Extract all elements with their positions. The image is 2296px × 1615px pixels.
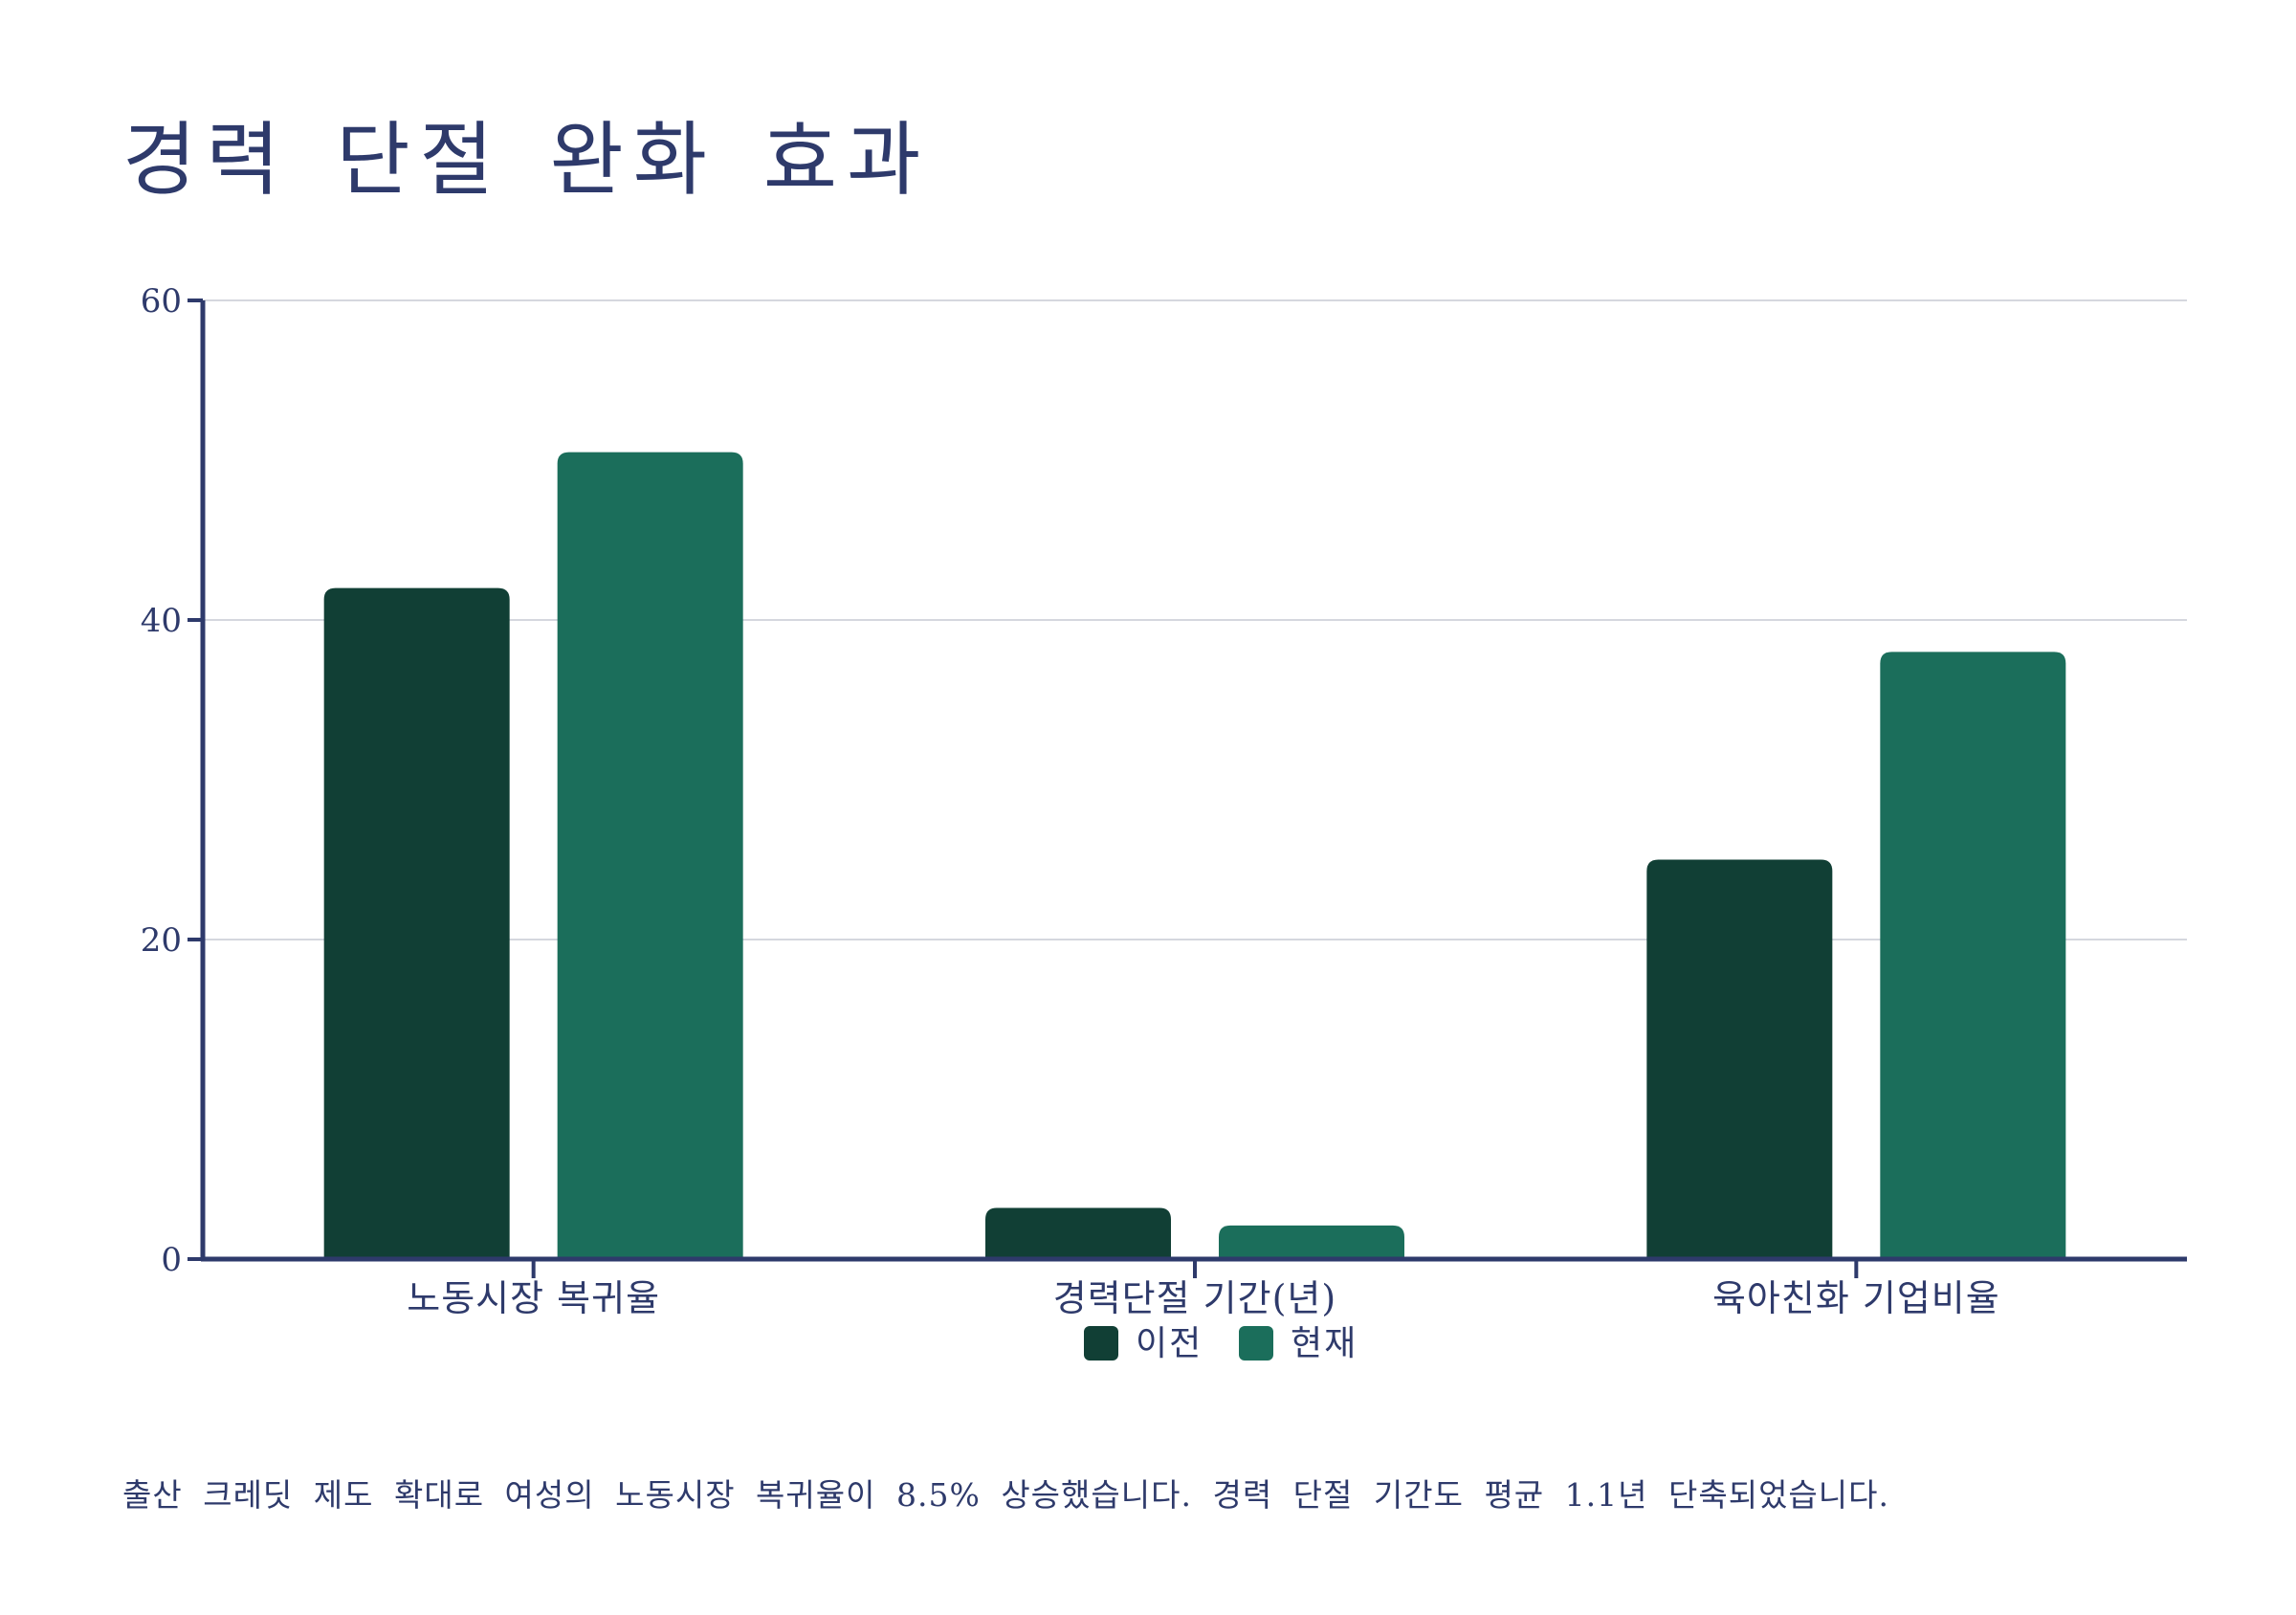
bar-after [1880,652,2066,1259]
legend-label-before: 이전 [1136,1324,1203,1363]
x-tick-label: 노동시장 복귀율 [407,1277,660,1319]
bars [323,452,2066,1259]
legend-swatch-before [1084,1326,1118,1361]
legend-swatch-after [1239,1326,1273,1361]
bar-after [557,452,743,1259]
bar-after [1219,1225,1404,1259]
y-tick-label: 40 [141,602,182,640]
gridlines [203,299,2187,940]
y-tick-label: 60 [141,282,182,321]
bar-before [1646,859,1833,1259]
y-tick-label: 0 [161,1241,182,1279]
axes [188,299,2187,1278]
legend-label-after: 현재 [1291,1324,1358,1363]
bar-before [323,587,510,1259]
footnote: 출산 크레딧 제도 확대로 여성의 노동시장 복귀율이 8.5% 상승했습니다.… [122,1476,1889,1514]
axis-labels: 0 20 40 60 노동시장 복귀율 경력단절 기간(년) 육아친화 기업비율 [141,282,2000,1319]
x-tick-label: 경력단절 기간(년) [1053,1277,1336,1319]
chart-title: 경력 단절 완화 효과 [122,113,931,207]
legend: 이전 현재 [1084,1324,1358,1363]
bar-before [985,1207,1171,1259]
y-tick-label: 20 [141,921,182,960]
x-tick-label: 육아친화 기업비율 [1712,1277,2000,1319]
